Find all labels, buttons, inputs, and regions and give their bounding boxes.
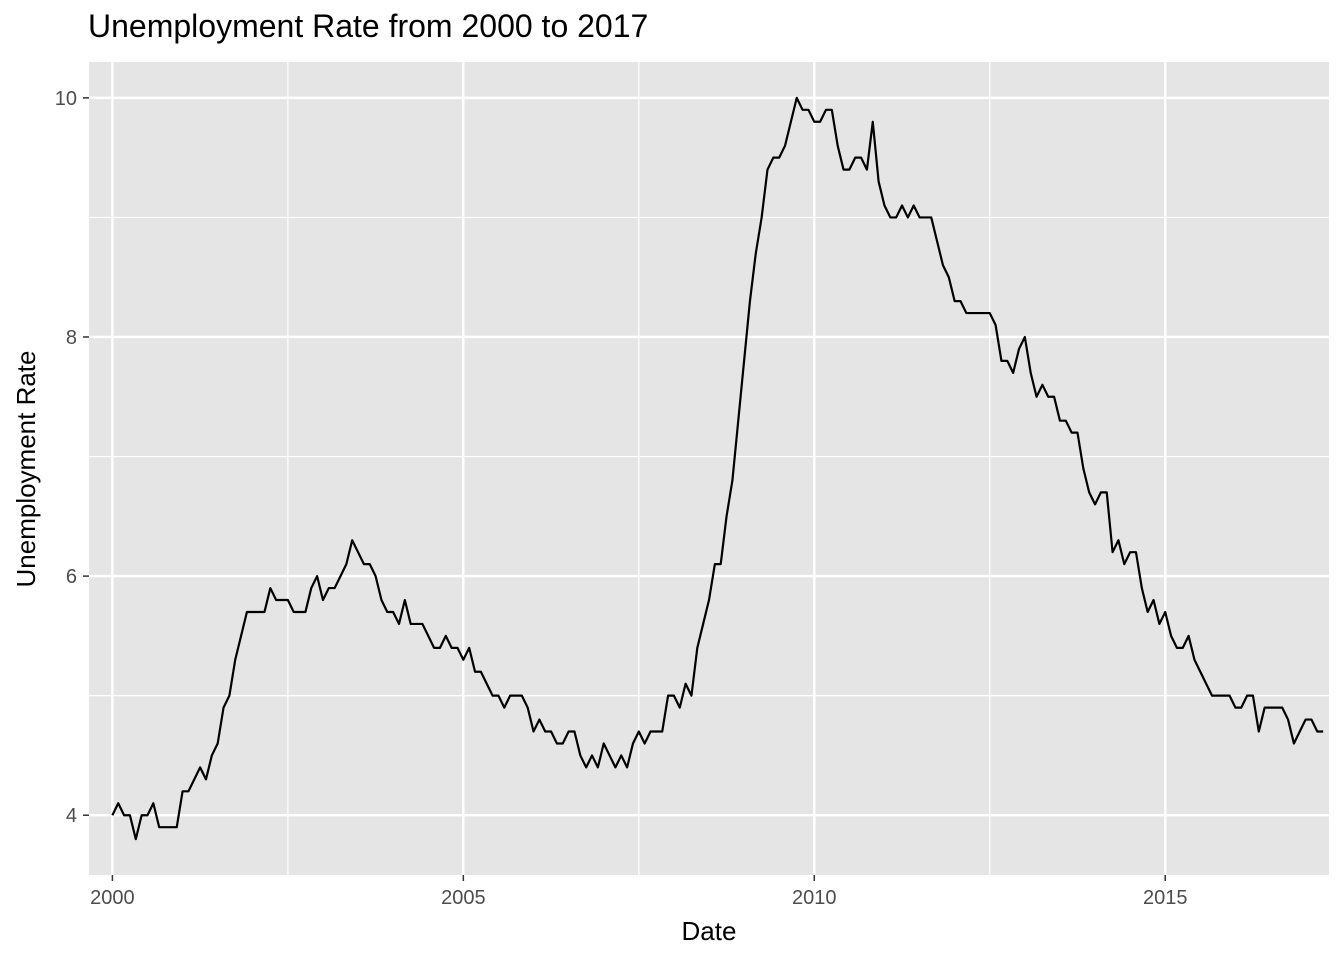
y-axis-title: Unemployment Rate <box>11 351 41 588</box>
series-group <box>111 96 1324 841</box>
unemployment-rate-line <box>111 96 1324 841</box>
x-axis: 2000 2005 2010 2015 <box>90 875 1187 909</box>
x-tick-label: 2005 <box>441 887 486 909</box>
x-tick-label: 2010 <box>792 887 837 909</box>
x-tick-label: 2000 <box>90 887 135 909</box>
y-tick-label: 4 <box>66 805 77 827</box>
y-axis: 4 6 8 10 <box>55 88 89 827</box>
x-axis-title: Date <box>682 916 737 946</box>
y-tick-label: 8 <box>66 327 77 349</box>
y-tick-label: 10 <box>55 88 77 110</box>
major-gridlines <box>89 62 1329 875</box>
x-tick-label: 2015 <box>1143 887 1188 909</box>
minor-gridlines <box>89 62 1329 875</box>
plot-panel <box>89 62 1329 875</box>
y-tick-label: 6 <box>66 566 77 588</box>
chart-title: Unemployment Rate from 2000 to 2017 <box>88 8 649 44</box>
